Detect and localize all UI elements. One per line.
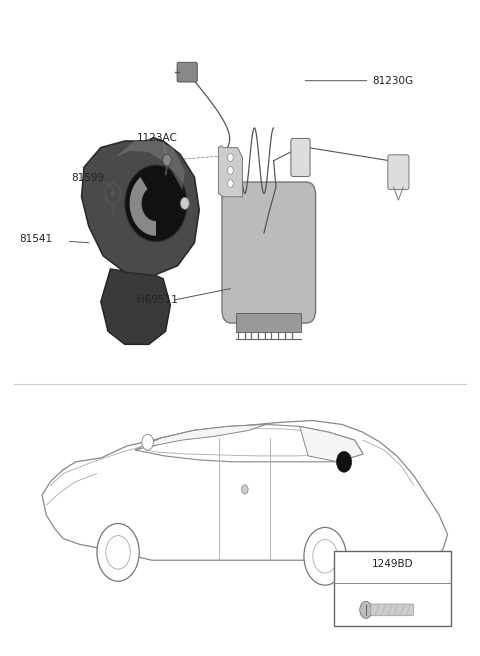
Polygon shape (115, 139, 185, 190)
Circle shape (97, 523, 139, 581)
Circle shape (106, 535, 131, 569)
FancyBboxPatch shape (177, 62, 197, 82)
FancyBboxPatch shape (291, 138, 310, 176)
Circle shape (228, 180, 233, 188)
Text: 1249BD: 1249BD (372, 559, 413, 569)
Text: H69511: H69511 (137, 295, 178, 305)
Circle shape (110, 190, 115, 197)
Text: 81541: 81541 (19, 234, 52, 245)
FancyBboxPatch shape (388, 155, 409, 190)
Polygon shape (135, 424, 363, 462)
Circle shape (180, 197, 189, 209)
Polygon shape (82, 138, 199, 276)
Circle shape (163, 154, 171, 166)
Text: 1123AC: 1123AC (137, 133, 178, 143)
Circle shape (304, 527, 346, 585)
Polygon shape (125, 165, 187, 241)
Circle shape (142, 434, 154, 450)
Polygon shape (101, 269, 170, 344)
FancyBboxPatch shape (334, 551, 451, 626)
Polygon shape (42, 420, 447, 568)
Circle shape (313, 539, 337, 573)
Circle shape (241, 485, 248, 494)
Circle shape (360, 602, 372, 619)
Circle shape (228, 167, 233, 174)
Polygon shape (218, 146, 242, 197)
Circle shape (336, 451, 352, 472)
Circle shape (228, 154, 233, 161)
Text: 81599: 81599 (71, 173, 104, 184)
Polygon shape (300, 426, 363, 462)
FancyBboxPatch shape (222, 182, 316, 323)
FancyBboxPatch shape (371, 604, 413, 616)
Polygon shape (130, 177, 156, 236)
FancyBboxPatch shape (237, 314, 301, 332)
Polygon shape (135, 424, 266, 450)
Text: 81230G: 81230G (372, 75, 413, 86)
